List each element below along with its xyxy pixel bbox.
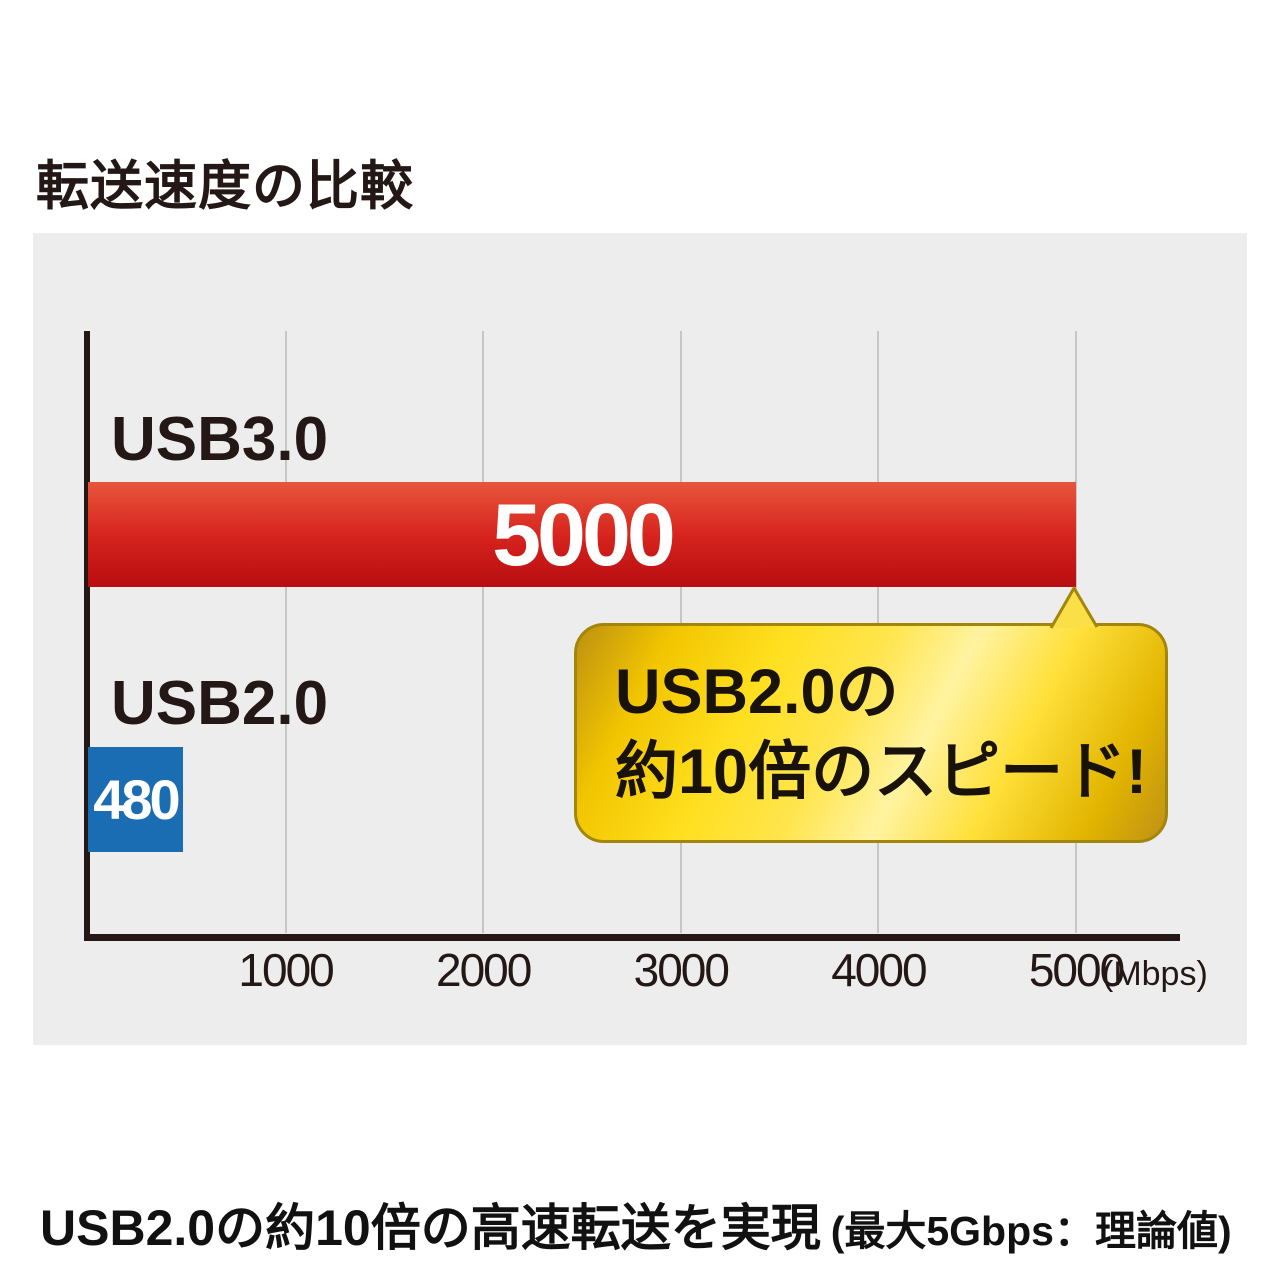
- bar-value-usb2: 480: [93, 768, 180, 831]
- category-label-usb3: USB3.0: [111, 405, 329, 474]
- x-tick-label: 3000: [633, 944, 730, 996]
- category-label-usb2: USB2.0: [111, 669, 329, 738]
- caption-main: USB2.0の約10倍の高速転送を実現: [40, 1200, 821, 1256]
- bar-usb3: 5000: [88, 482, 1076, 587]
- x-axis-unit: (Mbps): [1102, 955, 1208, 993]
- callout-line1: USB2.0の: [615, 657, 899, 727]
- callout-line2: 約10倍のスピード!: [615, 737, 1148, 807]
- x-tick-label: 2000: [436, 944, 532, 996]
- bar-usb2: 480: [88, 747, 183, 852]
- callout-bubble: USB2.0の 約10倍のスピード!: [574, 623, 1168, 843]
- x-axis-line: [84, 934, 1180, 941]
- chart-title: 転送速度の比較: [36, 157, 414, 216]
- caption-note: (最大5Gbps：理論値): [830, 1208, 1232, 1254]
- gridline: [284, 331, 287, 933]
- x-tick-label: 1000: [238, 944, 334, 996]
- x-tick-label: 5000: [1028, 944, 1125, 996]
- caption: USB2.0の約10倍の高速転送を実現 (最大5Gbps：理論値): [40, 1188, 1260, 1260]
- chart-panel: USB3.0 5000 USB2.0 480 1000 2000 3000 4000 5…: [33, 233, 1247, 1045]
- gridline: [482, 331, 485, 933]
- bar-value-usb3: 5000: [492, 484, 676, 584]
- y-axis-line: [84, 331, 90, 941]
- x-tick-label: 4000: [831, 944, 927, 996]
- callout-tail: [1049, 586, 1099, 629]
